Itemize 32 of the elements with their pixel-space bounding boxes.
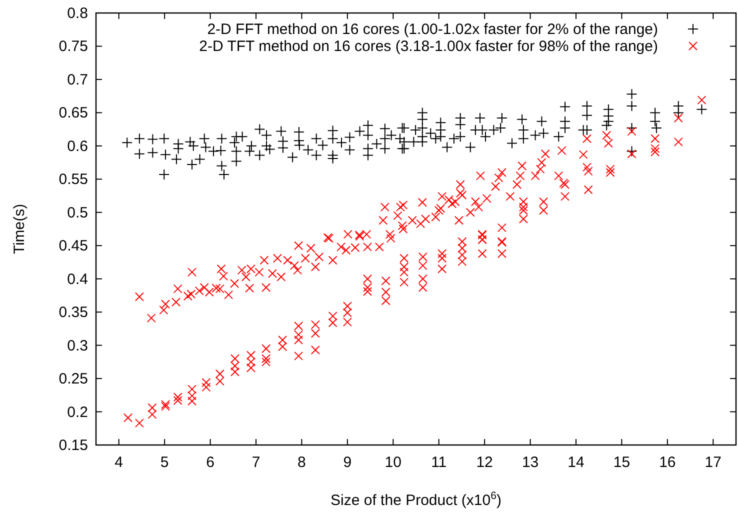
y-tick-label: 0.65 bbox=[58, 104, 88, 122]
x-tick-label: 14 bbox=[568, 454, 584, 471]
y-tick-label: 0.8 bbox=[67, 5, 88, 22]
x-tick-label: 9 bbox=[343, 454, 352, 471]
y-tick-label: 0.2 bbox=[67, 404, 88, 421]
x-tick-label: 5 bbox=[160, 454, 169, 471]
y-tick-label: 0.25 bbox=[58, 370, 88, 388]
y-tick-label: 0.4 bbox=[67, 270, 88, 288]
x-tick-label: 11 bbox=[431, 454, 447, 471]
legend-label: 2-D TFT method on 16 cores (3.18-1.00x faster for 98% of the range) bbox=[199, 38, 658, 55]
x-tick-label: 6 bbox=[206, 454, 214, 471]
y-tick-label: 0.7 bbox=[67, 71, 88, 88]
y-tick-label: 0.15 bbox=[58, 437, 88, 454]
y-tick-label: 0.55 bbox=[58, 171, 88, 188]
x-tick-label: 7 bbox=[252, 454, 260, 471]
x-tick-label: 13 bbox=[522, 454, 539, 471]
y-tick-label: 0.3 bbox=[67, 337, 88, 354]
x-tick-label: 12 bbox=[476, 454, 493, 471]
legend-label: 2-D FFT method on 16 cores (1.00-1.02x faster for 2% of the range) bbox=[207, 21, 658, 38]
y-tick-label: 0.75 bbox=[58, 38, 88, 56]
x-tick-label: 4 bbox=[114, 454, 124, 471]
x-tick-label: 8 bbox=[298, 454, 306, 471]
y-tick-label: 0.5 bbox=[67, 204, 88, 222]
x-axis-title: Size of the Product (x10$^{6}$) bbox=[330, 490, 502, 509]
x-tick-label: 17 bbox=[704, 454, 722, 471]
y-tick-label: 0.35 bbox=[58, 304, 88, 322]
x-tick-label: 15 bbox=[613, 454, 630, 471]
x-tick-label: 16 bbox=[659, 454, 676, 471]
x-tick-label: 10 bbox=[384, 454, 402, 471]
y-tick-label: 0.45 bbox=[58, 238, 88, 255]
y-axis-title: Time(s) bbox=[11, 204, 28, 254]
y-tick-label: 0.6 bbox=[67, 138, 88, 155]
